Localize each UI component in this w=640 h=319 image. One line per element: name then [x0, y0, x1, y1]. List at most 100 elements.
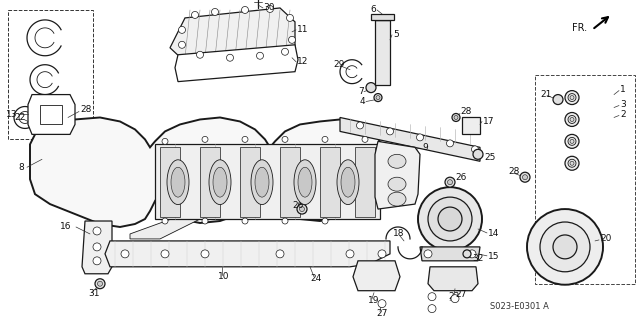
Circle shape	[570, 117, 574, 122]
Polygon shape	[200, 147, 220, 217]
Circle shape	[346, 250, 354, 258]
Circle shape	[93, 257, 101, 265]
Circle shape	[300, 207, 305, 211]
Polygon shape	[40, 105, 62, 124]
Circle shape	[276, 250, 284, 258]
Ellipse shape	[213, 167, 227, 197]
Text: 6: 6	[370, 5, 376, 14]
Text: 31: 31	[88, 289, 99, 298]
Ellipse shape	[388, 154, 406, 168]
Circle shape	[121, 250, 129, 258]
Polygon shape	[30, 117, 382, 227]
Text: 22: 22	[14, 113, 25, 122]
Polygon shape	[375, 141, 420, 209]
Circle shape	[322, 218, 328, 224]
Polygon shape	[355, 147, 375, 217]
Text: 1: 1	[620, 85, 626, 94]
Polygon shape	[462, 117, 480, 134]
Text: 27: 27	[455, 290, 467, 299]
Circle shape	[242, 218, 248, 224]
Polygon shape	[428, 267, 478, 291]
Circle shape	[568, 93, 576, 101]
Text: 20: 20	[600, 234, 611, 243]
Text: 9: 9	[422, 143, 428, 152]
Circle shape	[162, 138, 168, 145]
Circle shape	[282, 218, 288, 224]
Text: 8: 8	[18, 163, 24, 172]
Circle shape	[179, 41, 186, 48]
Polygon shape	[170, 8, 295, 62]
Polygon shape	[130, 214, 200, 239]
Circle shape	[565, 134, 579, 148]
FancyBboxPatch shape	[8, 10, 93, 139]
Circle shape	[522, 175, 527, 180]
Circle shape	[553, 235, 577, 259]
Circle shape	[366, 83, 376, 93]
Circle shape	[454, 115, 458, 120]
Polygon shape	[340, 117, 480, 161]
Circle shape	[568, 137, 576, 145]
Circle shape	[418, 187, 482, 251]
Circle shape	[451, 295, 459, 303]
Text: 16: 16	[60, 222, 72, 232]
Circle shape	[297, 204, 307, 214]
Text: 30: 30	[263, 4, 275, 12]
Text: 7: 7	[358, 87, 364, 96]
Polygon shape	[82, 221, 112, 274]
Circle shape	[553, 94, 563, 105]
Polygon shape	[280, 147, 300, 217]
Circle shape	[568, 115, 576, 123]
Polygon shape	[353, 261, 400, 291]
Circle shape	[387, 128, 394, 135]
Polygon shape	[320, 147, 340, 217]
Text: 26: 26	[455, 173, 467, 182]
Text: 11: 11	[297, 26, 308, 34]
Text: 27: 27	[376, 309, 387, 318]
Circle shape	[376, 96, 380, 100]
Circle shape	[161, 250, 169, 258]
Text: 24: 24	[310, 274, 321, 283]
Circle shape	[202, 137, 208, 142]
Ellipse shape	[294, 160, 316, 204]
Circle shape	[438, 207, 462, 231]
Circle shape	[428, 293, 436, 300]
Ellipse shape	[388, 177, 406, 191]
Ellipse shape	[209, 160, 231, 204]
Polygon shape	[160, 147, 180, 217]
Text: 10: 10	[218, 272, 230, 281]
Circle shape	[424, 250, 432, 258]
Circle shape	[568, 159, 576, 167]
Circle shape	[570, 96, 574, 100]
Ellipse shape	[337, 160, 359, 204]
Text: 19: 19	[368, 296, 380, 305]
Text: 23: 23	[448, 292, 460, 301]
Circle shape	[282, 137, 288, 142]
Circle shape	[473, 149, 483, 159]
Circle shape	[428, 305, 436, 313]
Text: 28: 28	[460, 107, 472, 116]
Polygon shape	[28, 94, 75, 134]
Circle shape	[468, 250, 476, 258]
Circle shape	[520, 172, 530, 182]
Polygon shape	[240, 147, 260, 217]
Circle shape	[445, 177, 455, 187]
Circle shape	[211, 9, 218, 15]
Circle shape	[570, 161, 574, 165]
Text: 21: 21	[540, 90, 552, 99]
Circle shape	[287, 14, 294, 21]
Circle shape	[162, 218, 168, 224]
Circle shape	[570, 139, 574, 143]
Circle shape	[227, 54, 234, 61]
Circle shape	[282, 48, 289, 55]
Circle shape	[202, 218, 208, 224]
Text: 25: 25	[484, 153, 495, 162]
Text: 28: 28	[508, 167, 520, 176]
Polygon shape	[371, 14, 394, 20]
Circle shape	[322, 137, 328, 142]
Text: 2: 2	[620, 110, 626, 119]
Circle shape	[93, 227, 101, 235]
Polygon shape	[175, 45, 298, 82]
Text: 15: 15	[488, 252, 499, 261]
Polygon shape	[375, 20, 390, 85]
Circle shape	[472, 146, 479, 153]
